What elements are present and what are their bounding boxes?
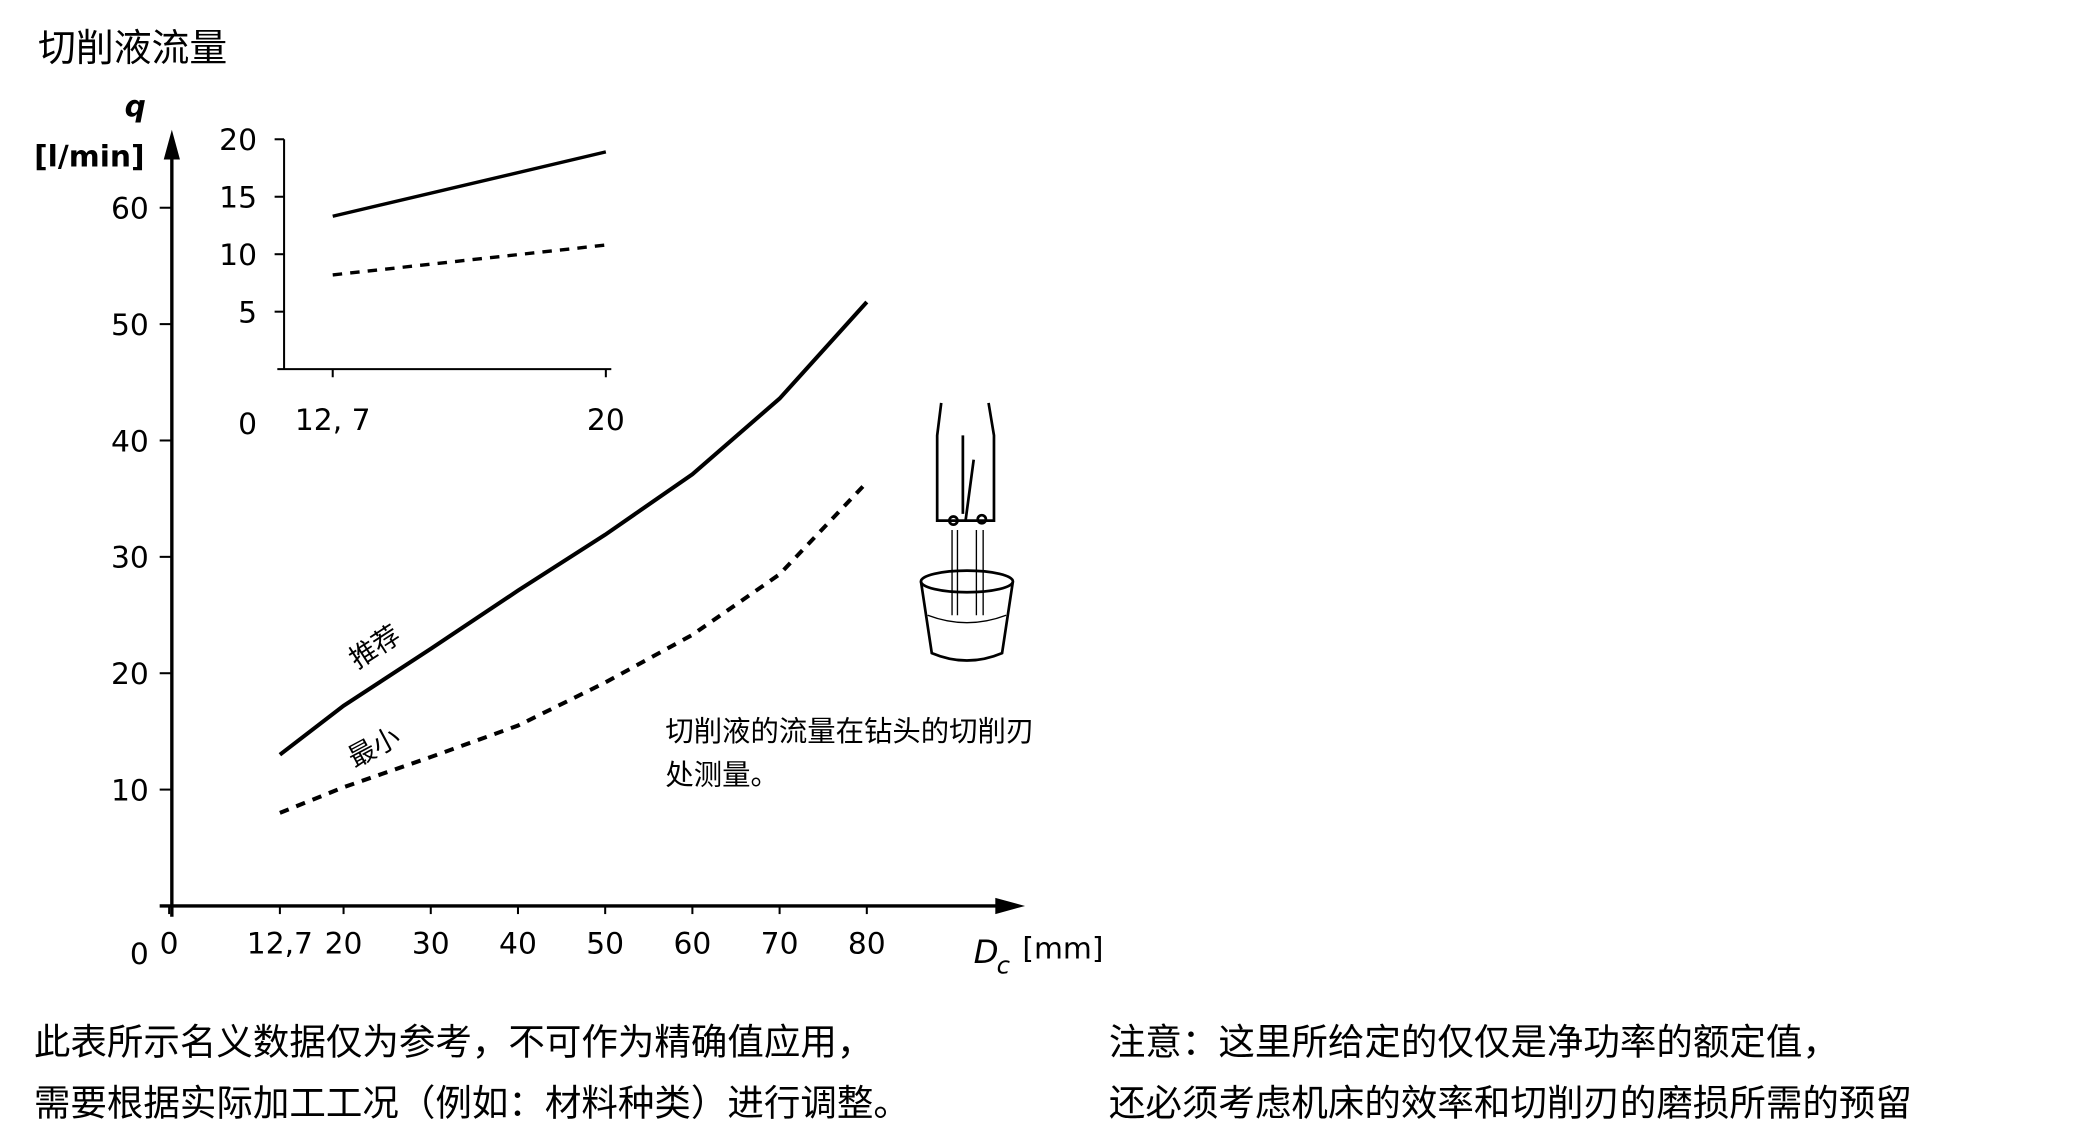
y-arrow xyxy=(163,129,180,160)
series-line xyxy=(332,243,607,277)
y-tick-label: 40 xyxy=(111,424,149,459)
series-line xyxy=(279,480,869,815)
x-tick-label: 60 xyxy=(673,926,711,961)
x-tick-label: 12,7 xyxy=(247,926,313,961)
x-tick-label: 12, 7 xyxy=(295,403,371,438)
x-label: D xyxy=(974,933,999,971)
y-label: q xyxy=(125,89,146,124)
note: 注意：这里所给定的仅仅是净功率的额定值， xyxy=(1109,1021,1839,1064)
x-tick-label: 50 xyxy=(586,926,624,961)
y-tick-label: 10 xyxy=(111,773,149,808)
note: 此表所示名义数据仅为参考，不可作为精确值应用， xyxy=(34,1021,874,1064)
series-line xyxy=(278,300,869,757)
y-tick-label: 0 xyxy=(238,407,257,442)
series-label: 推荐 xyxy=(344,620,406,675)
y-tick-label: 5 xyxy=(238,295,257,330)
annotation: 切削液的流量在钻头的切削刃 xyxy=(665,715,1034,748)
x-tick-label: 40 xyxy=(499,926,537,961)
x-tick-label: 0 xyxy=(160,926,179,961)
y-tick-label: 10 xyxy=(219,238,257,273)
note: 需要根据实际加工工况（例如：材料种类）进行调整。 xyxy=(34,1082,910,1125)
x-arrow xyxy=(995,897,1026,915)
x-tick-label: 30 xyxy=(412,926,450,961)
y-tick-label: 15 xyxy=(219,181,257,216)
note: 还必须考虑机床的效率和切削刃的磨损所需的预留 xyxy=(1109,1082,1912,1125)
y-tick-label: 50 xyxy=(111,308,149,343)
x-tick-label: 20 xyxy=(587,403,625,438)
y-tick-label: 20 xyxy=(111,657,149,692)
y-tick-label: 30 xyxy=(111,541,149,576)
y-tick-label: 20 xyxy=(219,123,257,158)
x-tick-label: 70 xyxy=(761,926,799,961)
x-label-sub: c xyxy=(997,951,1011,980)
x-unit: [mm] xyxy=(1022,932,1103,967)
y-unit: [l/min] xyxy=(34,139,145,174)
title: 切削液流量 xyxy=(38,26,227,70)
series-label: 最小 xyxy=(343,721,405,774)
y-tick-label: 0 xyxy=(130,937,149,972)
x-tick-label: 80 xyxy=(848,926,886,961)
series-line xyxy=(332,150,607,218)
y-tick-label: 60 xyxy=(111,192,149,227)
annotation: 处测量。 xyxy=(665,758,779,791)
x-tick-label: 20 xyxy=(325,926,363,961)
illustration xyxy=(919,402,1015,662)
